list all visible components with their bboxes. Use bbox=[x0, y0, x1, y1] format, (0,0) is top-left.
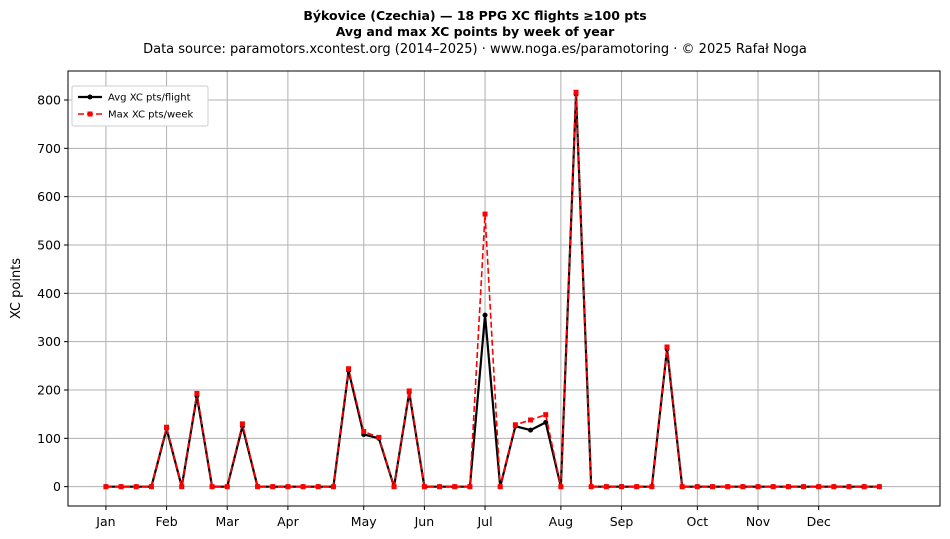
data-point bbox=[528, 417, 534, 423]
data-point bbox=[482, 211, 488, 217]
data-point bbox=[209, 484, 215, 490]
data-point bbox=[406, 388, 412, 394]
data-point bbox=[376, 434, 382, 440]
y-tick-label: 700 bbox=[37, 141, 61, 156]
x-tick-label: May bbox=[351, 514, 377, 529]
x-tick-label: Jun bbox=[414, 514, 435, 529]
data-point bbox=[528, 427, 534, 433]
data-point bbox=[876, 484, 882, 490]
data-point bbox=[694, 484, 700, 490]
y-tick-label: 300 bbox=[37, 334, 61, 349]
legend-marker bbox=[87, 111, 93, 117]
data-point bbox=[103, 484, 109, 490]
data-point bbox=[619, 484, 625, 490]
x-tick-label: Aug bbox=[549, 514, 573, 529]
data-point bbox=[497, 484, 503, 490]
data-point bbox=[861, 484, 867, 490]
x-tick-label: Jan bbox=[95, 514, 115, 529]
chart-subtitle: Avg and max XC points by week of year bbox=[335, 24, 615, 39]
series-avg bbox=[103, 91, 882, 490]
y-tick-label: 0 bbox=[53, 479, 61, 494]
y-tick-label: 500 bbox=[37, 238, 61, 253]
data-point bbox=[467, 484, 473, 490]
y-tick-label: 200 bbox=[37, 383, 61, 398]
data-point bbox=[846, 484, 852, 490]
data-point bbox=[421, 484, 427, 490]
data-point bbox=[118, 484, 124, 490]
x-tick-label: Sep bbox=[610, 514, 634, 529]
data-point bbox=[346, 366, 352, 372]
series-line bbox=[105, 93, 880, 488]
legend-box bbox=[71, 85, 209, 127]
x-tick-label: Jul bbox=[476, 514, 492, 529]
data-point bbox=[239, 421, 245, 427]
data-point bbox=[770, 484, 776, 490]
data-point bbox=[740, 484, 746, 490]
data-point bbox=[270, 484, 276, 490]
data-point bbox=[664, 344, 670, 350]
x-tick-label: Apr bbox=[277, 514, 299, 529]
legend-label: Max XC pts/week bbox=[108, 110, 193, 121]
chart-source-note: Data source: paramotors.xcontest.org (20… bbox=[143, 42, 807, 57]
legend-marker bbox=[87, 94, 93, 100]
series-max bbox=[103, 89, 882, 490]
y-tick-label: 600 bbox=[37, 189, 61, 204]
data-point bbox=[330, 484, 336, 490]
data-point bbox=[512, 422, 518, 428]
grid-lines bbox=[68, 71, 940, 506]
data-point bbox=[755, 484, 761, 490]
data-point bbox=[785, 484, 791, 490]
data-point bbox=[255, 484, 261, 490]
series-group bbox=[103, 89, 882, 490]
data-point bbox=[801, 484, 807, 490]
data-point bbox=[452, 484, 458, 490]
data-point bbox=[315, 484, 321, 490]
data-point bbox=[679, 484, 685, 490]
x-tick-label: Feb bbox=[156, 514, 178, 529]
y-tick-label: 400 bbox=[37, 286, 61, 301]
y-axis-label: XC points bbox=[9, 258, 24, 319]
series-line bbox=[105, 91, 880, 488]
data-point bbox=[831, 484, 837, 490]
data-point bbox=[148, 484, 154, 490]
data-point bbox=[603, 484, 609, 490]
y-tick-label: 100 bbox=[37, 431, 61, 446]
x-tick-label: Oct bbox=[687, 514, 709, 529]
data-point bbox=[194, 390, 200, 396]
x-tick-label: Nov bbox=[746, 514, 771, 529]
data-point bbox=[543, 412, 549, 418]
chart-title: Býkovice (Czechia) — 18 PPG XC flights ≥… bbox=[303, 8, 647, 23]
x-tick-label: Mar bbox=[215, 514, 239, 529]
data-point bbox=[649, 484, 655, 490]
data-point bbox=[543, 419, 549, 425]
data-point bbox=[437, 484, 443, 490]
data-point bbox=[816, 484, 822, 490]
data-point bbox=[224, 484, 230, 490]
data-point bbox=[558, 484, 564, 490]
data-point bbox=[164, 424, 170, 430]
data-point bbox=[634, 484, 640, 490]
data-point bbox=[133, 484, 139, 490]
data-point bbox=[588, 484, 594, 490]
x-tick-label: Dec bbox=[807, 514, 831, 529]
legend: Avg XC pts/flight Max XC pts/week bbox=[71, 85, 209, 127]
legend-label: Avg XC pts/flight bbox=[108, 93, 191, 104]
y-tick-label: 800 bbox=[37, 93, 61, 108]
data-point bbox=[361, 429, 367, 435]
data-point bbox=[710, 484, 716, 490]
legend-items: Avg XC pts/flight Max XC pts/week bbox=[78, 93, 193, 121]
data-point bbox=[285, 484, 291, 490]
data-point bbox=[300, 484, 306, 490]
data-point bbox=[573, 89, 579, 95]
data-point bbox=[179, 484, 185, 490]
data-point bbox=[482, 312, 488, 318]
plot-frame bbox=[67, 70, 941, 507]
data-point bbox=[391, 484, 397, 490]
axis-ticks: 0 100 200 300 400 500 600 700 800 Jan Feb Mar Apr May… bbox=[37, 93, 831, 530]
data-point bbox=[725, 484, 731, 490]
